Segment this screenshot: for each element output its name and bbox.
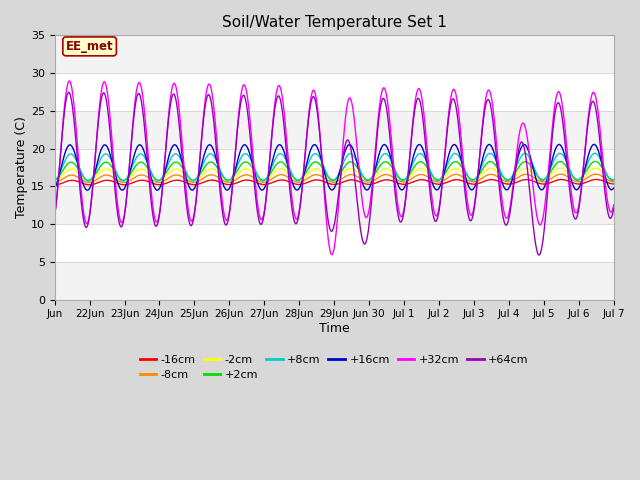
+8cm bbox=[51, 178, 58, 184]
Line: -16cm: -16cm bbox=[54, 180, 614, 185]
Bar bbox=[54, 186, 614, 224]
-2cm bbox=[595, 166, 602, 172]
+16cm bbox=[79, 181, 87, 187]
Bar bbox=[54, 111, 614, 149]
Line: -2cm: -2cm bbox=[54, 168, 614, 181]
Title: Soil/Water Temperature Set 1: Soil/Water Temperature Set 1 bbox=[221, 15, 447, 30]
Y-axis label: Temperature (C): Temperature (C) bbox=[15, 117, 28, 218]
+32cm bbox=[323, 222, 331, 228]
Line: +64cm: +64cm bbox=[54, 92, 614, 255]
+8cm bbox=[591, 150, 599, 156]
-16cm bbox=[593, 177, 600, 182]
-16cm bbox=[308, 178, 316, 184]
-16cm bbox=[491, 177, 499, 183]
Bar bbox=[54, 262, 614, 300]
+64cm bbox=[308, 96, 316, 101]
+16cm bbox=[83, 187, 91, 193]
+32cm bbox=[308, 90, 316, 96]
-2cm bbox=[308, 167, 316, 173]
Line: +8cm: +8cm bbox=[54, 153, 614, 181]
+32cm bbox=[328, 252, 335, 258]
+64cm bbox=[594, 120, 602, 125]
+32cm bbox=[65, 78, 73, 84]
-2cm bbox=[323, 174, 331, 180]
+16cm bbox=[51, 186, 58, 192]
+8cm bbox=[610, 177, 618, 183]
+8cm bbox=[79, 173, 87, 179]
+2cm bbox=[51, 177, 58, 183]
+2cm bbox=[595, 160, 602, 166]
Line: +2cm: +2cm bbox=[54, 161, 614, 180]
Line: +16cm: +16cm bbox=[54, 144, 614, 190]
-8cm bbox=[491, 172, 499, 178]
+32cm bbox=[492, 128, 499, 134]
-2cm bbox=[85, 178, 93, 184]
+2cm bbox=[492, 162, 499, 168]
-2cm bbox=[610, 177, 618, 183]
+16cm bbox=[595, 147, 602, 153]
+16cm bbox=[610, 185, 618, 191]
+2cm bbox=[84, 178, 92, 183]
+64cm bbox=[492, 140, 499, 145]
+2cm bbox=[594, 159, 602, 165]
Text: EE_met: EE_met bbox=[66, 40, 113, 53]
+32cm bbox=[51, 213, 58, 218]
+32cm bbox=[595, 109, 602, 115]
+64cm bbox=[65, 89, 73, 95]
+16cm bbox=[492, 154, 499, 159]
-16cm bbox=[610, 181, 618, 187]
-2cm bbox=[492, 168, 499, 173]
Line: +32cm: +32cm bbox=[54, 81, 614, 255]
+16cm bbox=[323, 178, 331, 184]
+16cm bbox=[590, 142, 598, 147]
+64cm bbox=[79, 216, 87, 222]
+2cm bbox=[323, 172, 331, 178]
-16cm bbox=[323, 180, 330, 185]
-8cm bbox=[610, 179, 618, 184]
+16cm bbox=[308, 144, 316, 150]
+8cm bbox=[308, 153, 316, 159]
Legend: -16cm, -8cm, -2cm, +2cm, +8cm, +16cm, +32cm, +64cm: -16cm, -8cm, -2cm, +2cm, +8cm, +16cm, +3… bbox=[135, 350, 533, 385]
+2cm bbox=[591, 158, 599, 164]
+8cm bbox=[84, 178, 92, 184]
+64cm bbox=[610, 205, 618, 211]
X-axis label: Time: Time bbox=[319, 322, 349, 335]
+64cm bbox=[51, 213, 58, 219]
+16cm bbox=[594, 146, 602, 152]
Line: -8cm: -8cm bbox=[54, 174, 614, 183]
+8cm bbox=[595, 153, 602, 158]
-8cm bbox=[594, 171, 602, 177]
-2cm bbox=[79, 175, 87, 181]
-2cm bbox=[592, 165, 600, 171]
+2cm bbox=[308, 161, 316, 167]
+8cm bbox=[594, 152, 602, 158]
-16cm bbox=[51, 182, 58, 188]
-16cm bbox=[594, 177, 602, 182]
-2cm bbox=[51, 178, 58, 184]
-8cm bbox=[323, 177, 330, 182]
-16cm bbox=[79, 180, 87, 186]
+32cm bbox=[594, 107, 602, 112]
+32cm bbox=[610, 202, 618, 208]
-16cm bbox=[594, 177, 602, 182]
+2cm bbox=[79, 174, 87, 180]
+64cm bbox=[595, 122, 602, 128]
-8cm bbox=[79, 178, 87, 183]
+2cm bbox=[610, 177, 618, 182]
Bar bbox=[54, 36, 614, 73]
-8cm bbox=[51, 180, 58, 186]
+64cm bbox=[323, 208, 331, 214]
+32cm bbox=[79, 208, 87, 214]
-8cm bbox=[594, 171, 602, 177]
+8cm bbox=[492, 156, 499, 162]
+64cm bbox=[535, 252, 543, 258]
-2cm bbox=[594, 166, 602, 171]
-8cm bbox=[592, 171, 600, 177]
-8cm bbox=[308, 173, 316, 179]
+8cm bbox=[323, 171, 331, 177]
